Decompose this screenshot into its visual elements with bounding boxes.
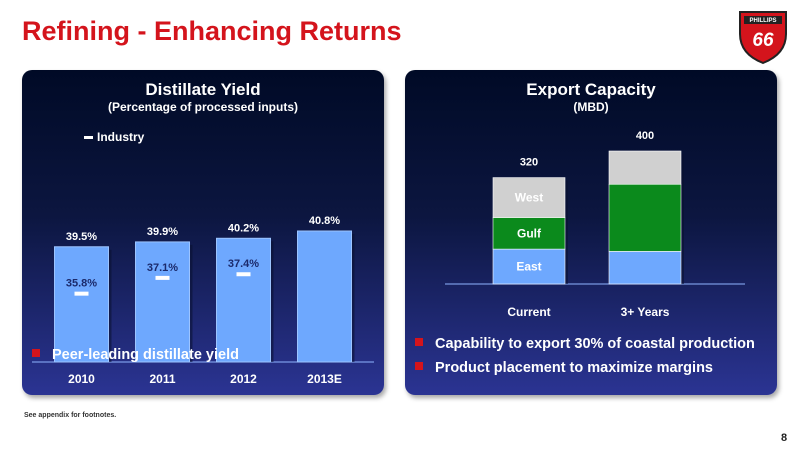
- segment-label-east: East: [516, 260, 541, 274]
- distillate-yield-panel: Distillate Yield (Percentage of processe…: [22, 70, 384, 395]
- total-value-label: 400: [636, 130, 654, 142]
- industry-legend-label: Industry: [97, 130, 145, 144]
- industry-marker: [236, 272, 251, 277]
- bullet-square: [415, 362, 423, 371]
- export-segment-west: [492, 177, 566, 218]
- distillate-yield-chart: 39.5% 2010 35.8% 39.9% 2011 37.1% 40.2% 2012 37.…: [32, 215, 374, 386]
- left-bullet-1: Peer-leading distillate yield: [32, 347, 239, 363]
- export-capacity-subtitle: (MBD): [573, 100, 609, 114]
- export-capacity-title: Export Capacity: [526, 80, 656, 99]
- export-segment-gulf: [608, 183, 682, 252]
- export-capacity-panel: Export Capacity (MBD) East Gulf West 320 Cur…: [405, 70, 777, 395]
- yield-bar: [216, 237, 271, 363]
- footnote: See appendix for footnotes.: [24, 412, 117, 419]
- page-title: Refining - Enhancing Returns: [22, 16, 402, 46]
- right-bullet-1: Capability to export 30% of coastal prod…: [415, 336, 755, 352]
- distillate-yield-subtitle: (Percentage of processed inputs): [107, 100, 299, 114]
- distillate-yield-title: Distillate Yield: [145, 80, 261, 99]
- segment-label-gulf: Gulf: [517, 226, 542, 240]
- segment-label-west: West: [515, 191, 543, 205]
- x-tick-label: 2012: [230, 372, 257, 386]
- industry-marker: [74, 291, 89, 296]
- right-bullet-text: Capability to export 30% of coastal prod…: [435, 336, 755, 352]
- x-tick-label: 2011: [149, 372, 175, 386]
- left-bullet-text: Peer-leading distillate yield: [52, 347, 239, 363]
- yield-bar: [297, 230, 352, 363]
- export-capacity-chart: East Gulf West 320 Current 400 3+ Years: [445, 130, 745, 319]
- svg-text:PHILLIPS: PHILLIPS: [749, 18, 776, 24]
- industry-value-label: 35.8%: [66, 278, 97, 290]
- x-tick-label: 2010: [68, 372, 95, 386]
- yield-bar: [135, 241, 190, 363]
- x-tick-label: Current: [507, 305, 550, 319]
- bullet-square: [32, 349, 40, 358]
- right-bullet-text: Product placement to maximize margins: [435, 360, 713, 376]
- page-number: 8: [781, 432, 788, 444]
- bullet-square: [415, 338, 423, 347]
- industry-marker: [155, 275, 170, 280]
- yield-value-label: 39.9%: [147, 226, 178, 238]
- export-segment-east: [492, 248, 566, 285]
- industry-legend: Industry: [84, 130, 144, 144]
- x-tick-label: 2013E: [307, 372, 342, 386]
- industry-value-label: 37.1%: [147, 262, 178, 274]
- export-segment-west: [608, 150, 682, 185]
- total-value-label: 320: [520, 157, 538, 169]
- yield-value-label: 40.8%: [309, 215, 340, 227]
- industry-legend-swatch: [84, 136, 93, 140]
- export-segment-east: [608, 251, 682, 285]
- svg-text:66: 66: [752, 30, 774, 51]
- industry-value-label: 37.4%: [228, 258, 259, 270]
- yield-value-label: 40.2%: [228, 222, 259, 234]
- export-segment-gulf: [492, 217, 566, 250]
- yield-bar: [54, 246, 109, 363]
- phillips-66-logo: PHILLIPS 66: [739, 11, 787, 65]
- x-tick-label: 3+ Years: [621, 305, 670, 319]
- right-bullet-2: Product placement to maximize margins: [415, 360, 713, 376]
- yield-value-label: 39.5%: [66, 231, 97, 243]
